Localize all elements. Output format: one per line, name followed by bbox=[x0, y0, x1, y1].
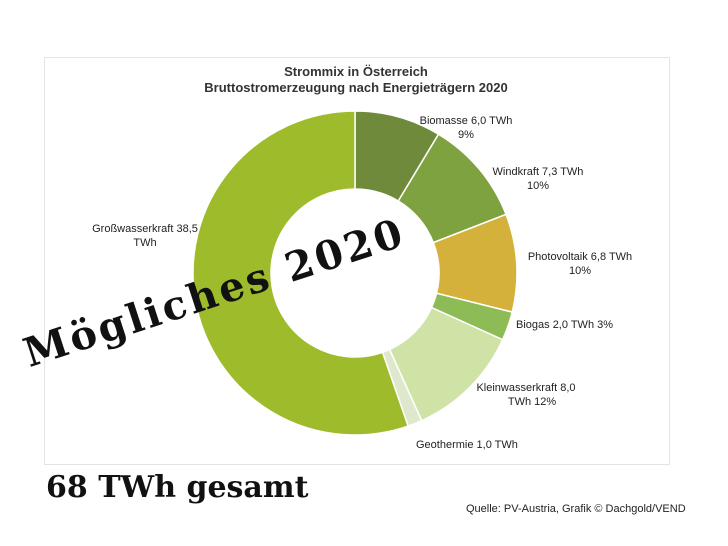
slice-sublabel-2: 10% bbox=[569, 265, 591, 277]
slice-sublabel-1: 10% bbox=[527, 180, 549, 192]
chart-title: Strommix in Österreich bbox=[284, 64, 428, 79]
chart-title-block: Strommix in Österreich Bruttostromerzeug… bbox=[44, 64, 668, 96]
slice-label-4: Kleinwasserkraft 8,0 bbox=[476, 382, 575, 394]
slice-sublabel-4: TWh 12% bbox=[508, 396, 557, 408]
donut-slice-6 bbox=[192, 110, 410, 436]
slice-label-1: Windkraft 7,3 TWh bbox=[493, 166, 584, 178]
source-credit: Quelle: PV-Austria, Grafik © Dachgold/VE… bbox=[466, 503, 686, 515]
chart-subtitle: Bruttostromerzeugung nach Energieträgern… bbox=[204, 80, 508, 95]
slice-label-5: Geothermie 1,0 TWh bbox=[416, 439, 518, 451]
slice-label-3: Biogas 2,0 TWh 3% bbox=[516, 319, 613, 331]
slice-sublabel-0: 9% bbox=[458, 129, 474, 141]
slice-label-6: Großwasserkraft 38,5 bbox=[92, 223, 198, 235]
slice-label-2: Photovoltaik 6,8 TWh bbox=[528, 251, 632, 263]
slice-label-0: Biomasse 6,0 TWh bbox=[420, 115, 513, 127]
total-label: 68 TWh gesamt bbox=[46, 470, 309, 505]
slice-sublabel-6: TWh bbox=[133, 237, 156, 249]
